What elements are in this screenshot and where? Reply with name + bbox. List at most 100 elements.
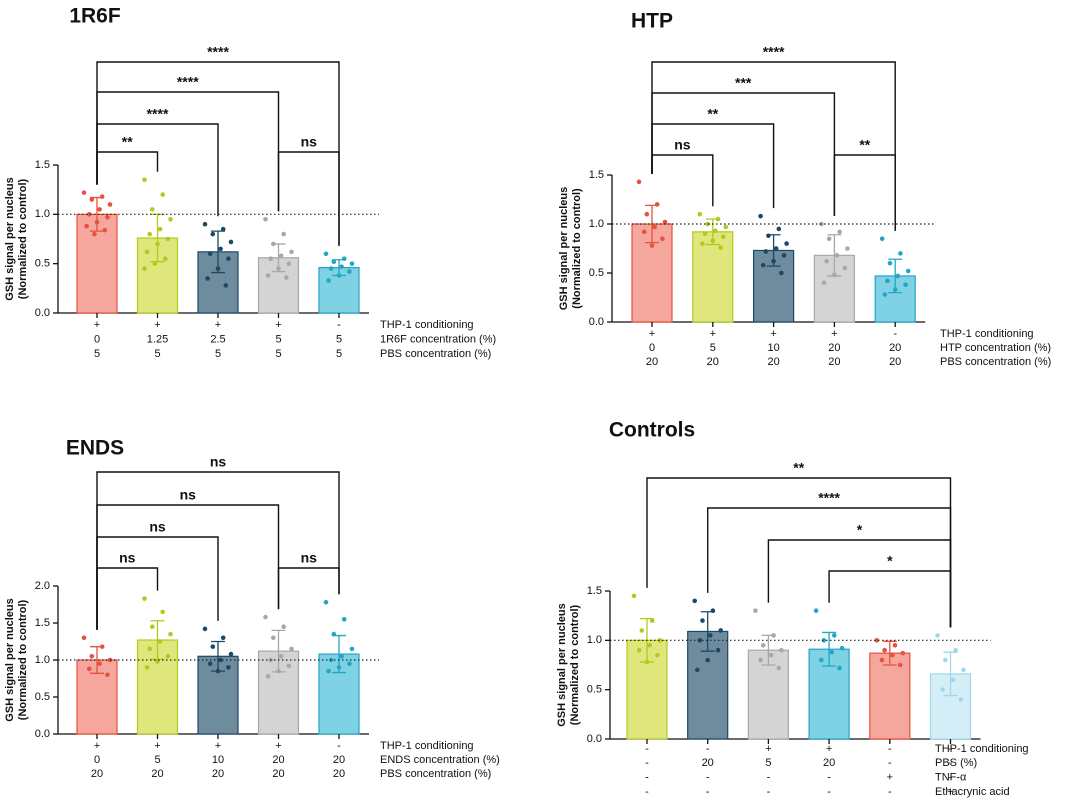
data-point	[89, 654, 95, 659]
data-point	[647, 642, 652, 648]
data-point	[226, 665, 231, 670]
data-point	[339, 654, 344, 659]
data-point	[205, 276, 210, 281]
data-point	[821, 638, 827, 643]
data-point	[152, 261, 158, 266]
condition-cell: +	[649, 328, 655, 340]
error-bar	[822, 631, 837, 667]
data-point	[228, 239, 234, 245]
data-point	[824, 258, 829, 264]
condition-cell: 20	[333, 754, 345, 766]
data-point	[758, 213, 763, 219]
data-point	[839, 645, 845, 651]
data-point	[165, 236, 171, 242]
significance-label: ****	[818, 490, 840, 506]
condition-label: PBS concentration (%)	[380, 348, 491, 360]
condition-cell: +	[94, 319, 100, 331]
data-point	[692, 598, 697, 604]
condition-cell: 2.5	[210, 333, 225, 345]
condition-cell: 5	[710, 342, 716, 354]
data-point	[697, 638, 703, 643]
data-point	[263, 216, 268, 222]
condition-cell: 20	[702, 757, 714, 769]
condition-cell: -	[706, 786, 710, 798]
data-point	[837, 665, 842, 671]
data-point	[349, 646, 355, 652]
data-point	[695, 667, 700, 673]
condition-cell: 20	[272, 754, 284, 766]
data-point	[768, 652, 774, 658]
condition-label: THP-1 conditioning	[380, 319, 474, 331]
error-bar	[90, 646, 104, 674]
significance-label: **	[793, 460, 804, 476]
data-point	[776, 226, 782, 232]
error-bar	[761, 634, 776, 666]
condition-cell: 5	[336, 348, 342, 360]
condition-label: PBS (%)	[935, 757, 977, 769]
condition-label: ENDS concentration (%)	[380, 754, 500, 766]
data-point	[144, 665, 150, 670]
condition-cell: +	[887, 772, 893, 784]
significance-bracket	[277, 567, 340, 610]
condition-label: 1R6F concentration (%)	[380, 333, 496, 345]
data-point	[705, 221, 710, 227]
data-point	[636, 647, 642, 653]
condition-cell: 20	[767, 356, 779, 368]
data-point	[286, 663, 292, 669]
y-tick-label: 2.0	[35, 580, 50, 592]
data-point	[347, 269, 352, 274]
data-point	[649, 618, 655, 623]
y-axis-label: (Normalized to control)	[17, 599, 29, 720]
y-tick-label: 1.5	[35, 159, 50, 171]
data-point	[157, 639, 163, 644]
data-point	[323, 251, 329, 257]
condition-label: PBS concentration (%)	[380, 768, 491, 780]
condition-label: HTP concentration (%)	[940, 342, 1051, 354]
condition-cell: +	[765, 743, 771, 755]
y-tick-label: 1.5	[587, 585, 602, 597]
data-point	[903, 282, 908, 288]
data-point	[961, 667, 966, 673]
data-point	[879, 657, 885, 663]
data-point	[781, 253, 787, 258]
bar	[692, 231, 734, 323]
y-tick-label: 0.0	[587, 733, 602, 745]
data-point	[81, 190, 87, 195]
data-point	[84, 223, 89, 229]
condition-cell: 5	[765, 757, 771, 769]
data-point	[758, 657, 763, 663]
significance-label: ****	[147, 106, 169, 122]
condition-cell: -	[645, 772, 649, 784]
data-point	[220, 635, 226, 641]
data-point	[284, 275, 289, 280]
y-tick-label: 0.0	[35, 728, 50, 740]
data-point	[702, 231, 708, 237]
condition-cell: -	[827, 772, 831, 784]
condition-label: Ethacrynic acid	[935, 786, 1010, 798]
condition-cell: 20	[889, 342, 901, 354]
data-point	[718, 245, 723, 250]
data-point	[281, 624, 287, 629]
data-point	[207, 661, 213, 666]
condition-cell: 5	[336, 333, 342, 345]
condition-cell: -	[888, 757, 892, 769]
condition-cell: 5	[215, 348, 221, 360]
data-point	[708, 633, 713, 638]
data-point	[226, 256, 231, 262]
data-point	[826, 236, 832, 241]
y-tick-label: 0.5	[35, 691, 50, 703]
condition-cell: 20	[212, 768, 224, 780]
data-point	[631, 593, 637, 599]
significance-bracket	[96, 567, 159, 630]
data-point	[720, 234, 726, 240]
condition-cell: +	[275, 319, 281, 331]
data-point	[723, 224, 729, 230]
condition-label: THP-1 conditioning	[935, 743, 1029, 755]
y-tick-label: 0.5	[35, 258, 50, 270]
data-point	[263, 614, 268, 620]
panel-title: 1R6F	[69, 5, 121, 28]
data-point	[347, 661, 352, 666]
condition-label: THP-1 conditioning	[380, 740, 474, 752]
y-tick-label: 0.5	[587, 684, 602, 696]
